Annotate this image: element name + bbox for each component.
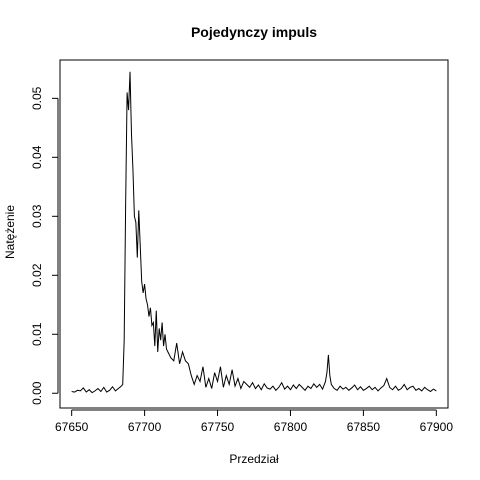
- series-line: [71, 71, 437, 394]
- y-tick-label: 0.04: [30, 145, 44, 169]
- x-tick-label: 67650: [55, 420, 89, 434]
- x-tick-label: 67850: [347, 420, 381, 434]
- y-tick-label: 0.05: [30, 86, 44, 110]
- y-tick-label: 0.02: [30, 263, 44, 287]
- x-tick-label: 67700: [128, 420, 162, 434]
- y-axis-label: Natężenie: [3, 205, 17, 259]
- y-tick-label: 0.03: [30, 204, 44, 228]
- chart-title: Pojedynczy impuls: [191, 24, 317, 40]
- y-tick-label: 0.00: [30, 381, 44, 405]
- y-axis: 0.00 0.01 0.02 0.03 0.04 0.05: [30, 86, 59, 405]
- x-axis: 67650 67700 67750 67800 67850 67900: [55, 409, 454, 434]
- y-tick-label: 0.01: [30, 322, 44, 346]
- x-tick-label: 67750: [201, 420, 235, 434]
- plot-frame: [59, 59, 449, 409]
- x-tick-label: 67900: [420, 420, 454, 434]
- x-tick-label: 67800: [274, 420, 308, 434]
- x-axis-label: Przedział: [229, 452, 279, 466]
